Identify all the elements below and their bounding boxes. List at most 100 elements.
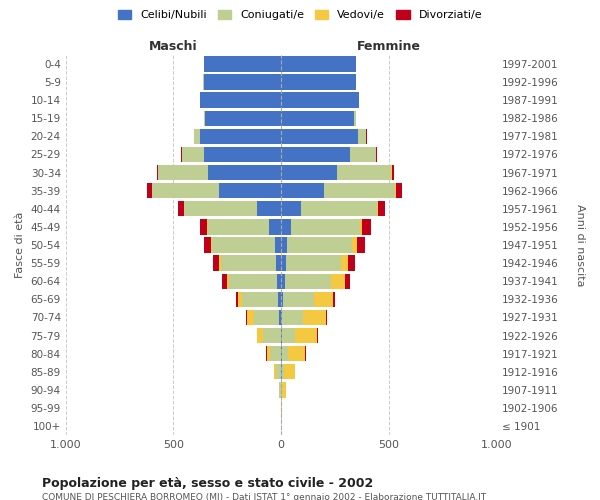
Bar — [281, 74, 356, 90]
Bar — [281, 346, 305, 362]
Bar — [281, 201, 301, 216]
Bar — [281, 183, 396, 198]
Bar — [281, 364, 295, 380]
Bar — [281, 128, 367, 144]
Bar — [274, 364, 281, 380]
Bar — [281, 274, 350, 289]
Bar — [218, 183, 281, 198]
Bar — [152, 183, 281, 198]
Bar — [281, 382, 286, 398]
Bar — [281, 328, 282, 343]
Bar — [200, 128, 281, 144]
Bar — [274, 364, 281, 380]
Bar — [281, 110, 355, 126]
Bar — [277, 274, 281, 289]
Bar — [200, 92, 281, 108]
Bar — [281, 183, 402, 198]
Bar — [280, 310, 281, 325]
Bar — [281, 400, 282, 415]
Bar — [278, 292, 281, 307]
Bar — [281, 328, 318, 343]
Bar — [263, 328, 281, 343]
Bar — [281, 165, 394, 180]
Bar — [219, 256, 281, 271]
Bar — [281, 146, 350, 162]
Bar — [281, 165, 392, 180]
Bar — [281, 292, 333, 307]
Bar — [281, 146, 376, 162]
Bar — [281, 238, 356, 252]
Bar — [281, 310, 328, 325]
Bar — [208, 165, 281, 180]
Bar — [222, 274, 281, 289]
Bar — [281, 128, 367, 144]
Bar — [147, 183, 281, 198]
Bar — [281, 92, 359, 108]
Text: Maschi: Maschi — [149, 40, 198, 53]
Bar — [184, 201, 281, 216]
Bar — [204, 238, 281, 252]
Bar — [281, 219, 291, 234]
Bar — [221, 256, 281, 271]
Bar — [194, 128, 281, 144]
Bar — [281, 238, 365, 252]
Bar — [211, 238, 281, 252]
Bar — [182, 146, 281, 162]
Bar — [281, 310, 282, 325]
Bar — [281, 364, 295, 380]
Bar — [203, 74, 281, 90]
Bar — [281, 328, 295, 343]
Bar — [203, 146, 281, 162]
Bar — [194, 128, 281, 144]
Bar — [203, 56, 281, 72]
Bar — [281, 219, 362, 234]
Bar — [247, 310, 281, 325]
Text: Popolazione per età, sesso e stato civile - 2002: Popolazione per età, sesso e stato civil… — [42, 478, 373, 490]
Bar — [181, 146, 281, 162]
Bar — [281, 292, 283, 307]
Bar — [158, 165, 281, 180]
Bar — [152, 183, 281, 198]
Bar — [281, 74, 356, 90]
Bar — [275, 238, 281, 252]
Bar — [281, 292, 314, 307]
Bar — [281, 165, 391, 180]
Bar — [281, 400, 282, 415]
Bar — [281, 346, 305, 362]
Bar — [281, 219, 371, 234]
Bar — [281, 110, 356, 126]
Bar — [281, 146, 376, 162]
Bar — [281, 110, 356, 126]
Bar — [207, 219, 281, 234]
Bar — [157, 165, 281, 180]
Bar — [281, 201, 377, 216]
Bar — [254, 310, 281, 325]
Bar — [200, 92, 281, 108]
Bar — [281, 56, 356, 72]
Bar — [205, 110, 281, 126]
Bar — [281, 56, 356, 72]
Bar — [200, 92, 281, 108]
Legend: Celibi/Nubili, Coniugati/e, Vedovi/e, Divorziati/e: Celibi/Nubili, Coniugati/e, Vedovi/e, Di… — [113, 6, 487, 25]
Bar — [236, 292, 281, 307]
Bar — [203, 110, 281, 126]
Bar — [279, 382, 281, 398]
Bar — [281, 201, 378, 216]
Bar — [281, 56, 356, 72]
Bar — [246, 310, 281, 325]
Bar — [281, 382, 283, 398]
Bar — [238, 292, 281, 307]
Bar — [257, 201, 281, 216]
Bar — [203, 74, 281, 90]
Bar — [212, 238, 281, 252]
Bar — [281, 201, 385, 216]
Bar — [279, 382, 281, 398]
Text: Femmine: Femmine — [357, 40, 421, 53]
Bar — [281, 110, 356, 126]
Bar — [281, 219, 360, 234]
Bar — [281, 292, 335, 307]
Bar — [281, 256, 349, 271]
Bar — [182, 146, 281, 162]
Text: COMUNE DI PESCHIERA BORROMEO (MI) - Dati ISTAT 1° gennaio 2002 - Elaborazione TU: COMUNE DI PESCHIERA BORROMEO (MI) - Dati… — [42, 492, 486, 500]
Bar — [242, 292, 281, 307]
